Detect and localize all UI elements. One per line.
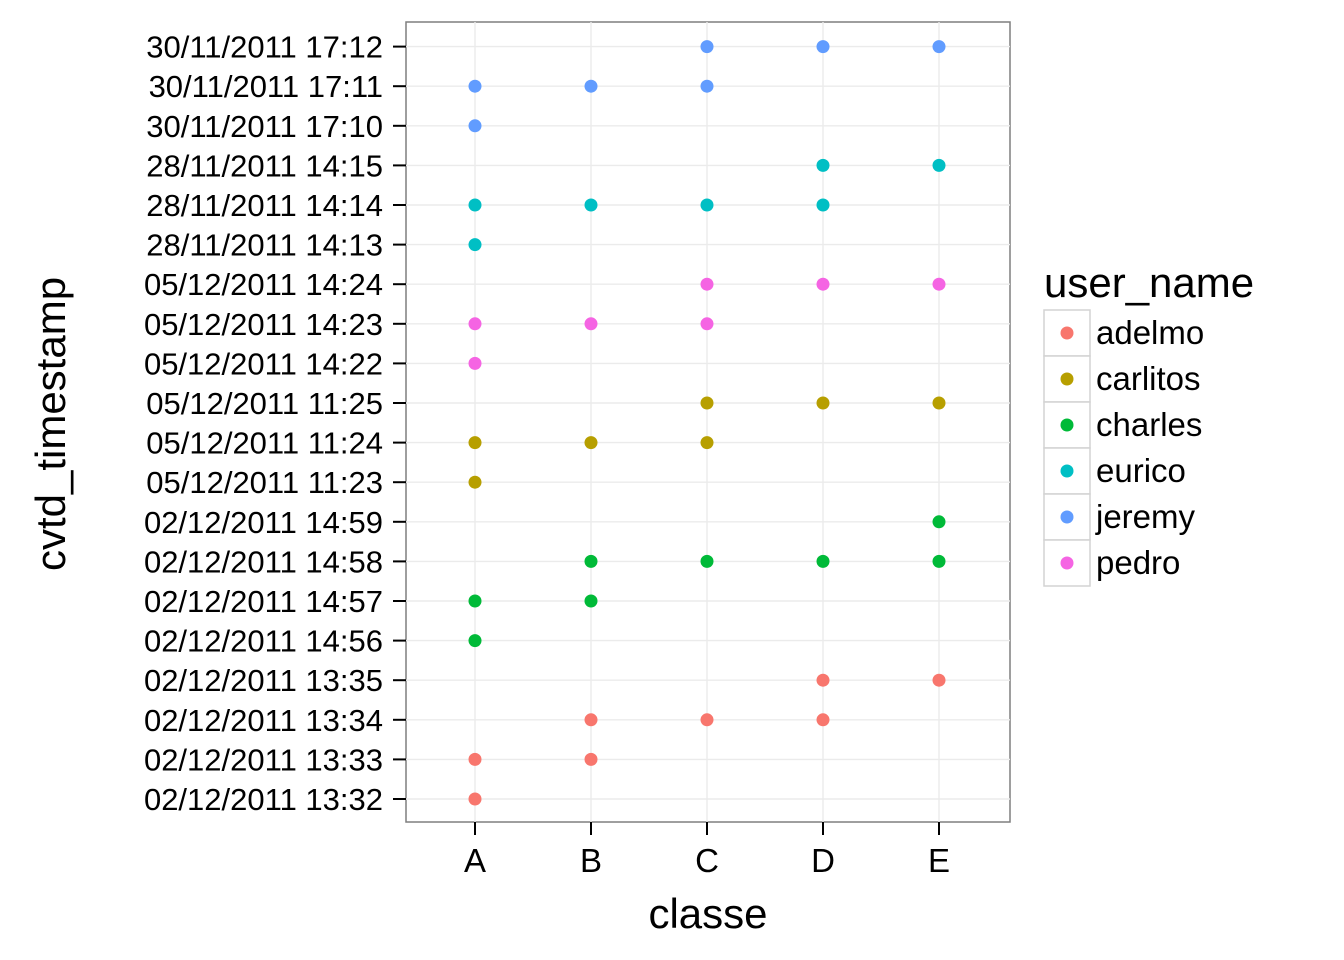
point-adelmo <box>584 752 598 766</box>
point-carlitos <box>816 396 830 410</box>
point-adelmo <box>816 673 830 687</box>
point-adelmo <box>468 792 482 806</box>
y-tick-label: 02/12/2011 14:58 <box>144 544 383 579</box>
point-pedro <box>468 356 482 370</box>
y-tick-label: 05/12/2011 11:24 <box>146 426 383 461</box>
point-pedro <box>932 277 946 291</box>
point-jeremy <box>700 79 714 93</box>
panel-background <box>405 21 1011 823</box>
y-tick-label: 02/12/2011 13:33 <box>144 742 383 777</box>
point-adelmo <box>584 713 598 727</box>
point-charles <box>584 554 598 568</box>
y-tick-label: 28/11/2011 14:13 <box>146 228 383 263</box>
point-adelmo <box>468 752 482 766</box>
legend-swatch <box>1060 510 1074 524</box>
point-carlitos <box>584 436 598 450</box>
y-tick-label: 02/12/2011 14:57 <box>144 584 383 619</box>
legend-label: jeremy <box>1095 498 1196 535</box>
point-adelmo <box>700 713 714 727</box>
point-charles <box>932 554 946 568</box>
point-charles <box>816 554 830 568</box>
y-tick-label: 02/12/2011 13:34 <box>144 703 383 738</box>
point-charles <box>468 634 482 648</box>
point-charles <box>584 594 598 608</box>
y-tick-label: 05/12/2011 14:22 <box>144 346 383 381</box>
y-tick-label: 02/12/2011 14:56 <box>144 624 383 659</box>
point-jeremy <box>468 119 482 133</box>
legend: user_name adelmo carlitos charles eurico jer… <box>1043 259 1254 587</box>
legend-swatch <box>1060 372 1074 386</box>
y-tick-label: 28/11/2011 14:14 <box>146 188 383 223</box>
x-axis: A B C D E <box>464 822 950 879</box>
point-eurico <box>700 198 714 212</box>
y-tick-label: 30/11/2011 17:11 <box>149 69 383 104</box>
legend-swatch <box>1060 464 1074 478</box>
legend-label: charles <box>1096 406 1202 443</box>
y-tick-label: 02/12/2011 14:59 <box>144 505 383 540</box>
point-charles <box>700 554 714 568</box>
legend-label: carlitos <box>1096 360 1201 397</box>
point-charles <box>932 515 946 529</box>
point-adelmo <box>816 713 830 727</box>
x-axis-title: classe <box>648 890 767 937</box>
data-points <box>468 40 946 806</box>
y-tick-label: 30/11/2011 17:10 <box>146 109 383 144</box>
y-tick-label: 02/12/2011 13:32 <box>144 782 383 817</box>
y-tick-label: 02/12/2011 13:35 <box>144 663 383 698</box>
y-tick-label: 05/12/2011 11:25 <box>146 386 383 421</box>
x-tick-label: A <box>464 842 486 879</box>
legend-title: user_name <box>1044 259 1254 306</box>
point-carlitos <box>468 436 482 450</box>
point-pedro <box>700 317 714 331</box>
point-pedro <box>468 317 482 331</box>
legend-swatch <box>1060 418 1074 432</box>
y-axis: 02/12/2011 13:32 02/12/2011 13:33 02/12/20… <box>144 30 406 817</box>
point-charles <box>468 594 482 608</box>
legend-swatch <box>1060 326 1074 340</box>
y-tick-label: 30/11/2011 17:12 <box>146 30 383 65</box>
point-pedro <box>816 277 830 291</box>
point-jeremy <box>468 79 482 93</box>
y-tick-label: 05/12/2011 14:23 <box>144 307 383 342</box>
legend-label: adelmo <box>1096 314 1204 351</box>
y-axis-title: cvtd_timestamp <box>27 277 74 571</box>
y-tick-label: 05/12/2011 11:23 <box>146 465 383 500</box>
legend-label: eurico <box>1096 452 1186 489</box>
point-carlitos <box>700 436 714 450</box>
x-tick-label: D <box>811 842 835 879</box>
x-tick-label: C <box>695 842 719 879</box>
point-eurico <box>468 238 482 252</box>
point-pedro <box>584 317 598 331</box>
point-carlitos <box>700 396 714 410</box>
point-carlitos <box>468 475 482 489</box>
point-jeremy <box>932 40 946 54</box>
x-tick-label: B <box>580 842 602 879</box>
point-jeremy <box>700 40 714 54</box>
point-eurico <box>584 198 598 212</box>
point-eurico <box>816 198 830 212</box>
point-eurico <box>932 158 946 172</box>
y-tick-label: 28/11/2011 14:15 <box>146 148 383 183</box>
point-jeremy <box>584 79 598 93</box>
point-adelmo <box>932 673 946 687</box>
point-eurico <box>468 198 482 212</box>
point-carlitos <box>932 396 946 410</box>
y-tick-label: 05/12/2011 14:24 <box>144 267 383 302</box>
legend-label: pedro <box>1096 544 1180 581</box>
legend-swatch <box>1060 556 1074 570</box>
point-pedro <box>700 277 714 291</box>
point-eurico <box>816 158 830 172</box>
x-tick-label: E <box>928 842 950 879</box>
point-jeremy <box>816 40 830 54</box>
